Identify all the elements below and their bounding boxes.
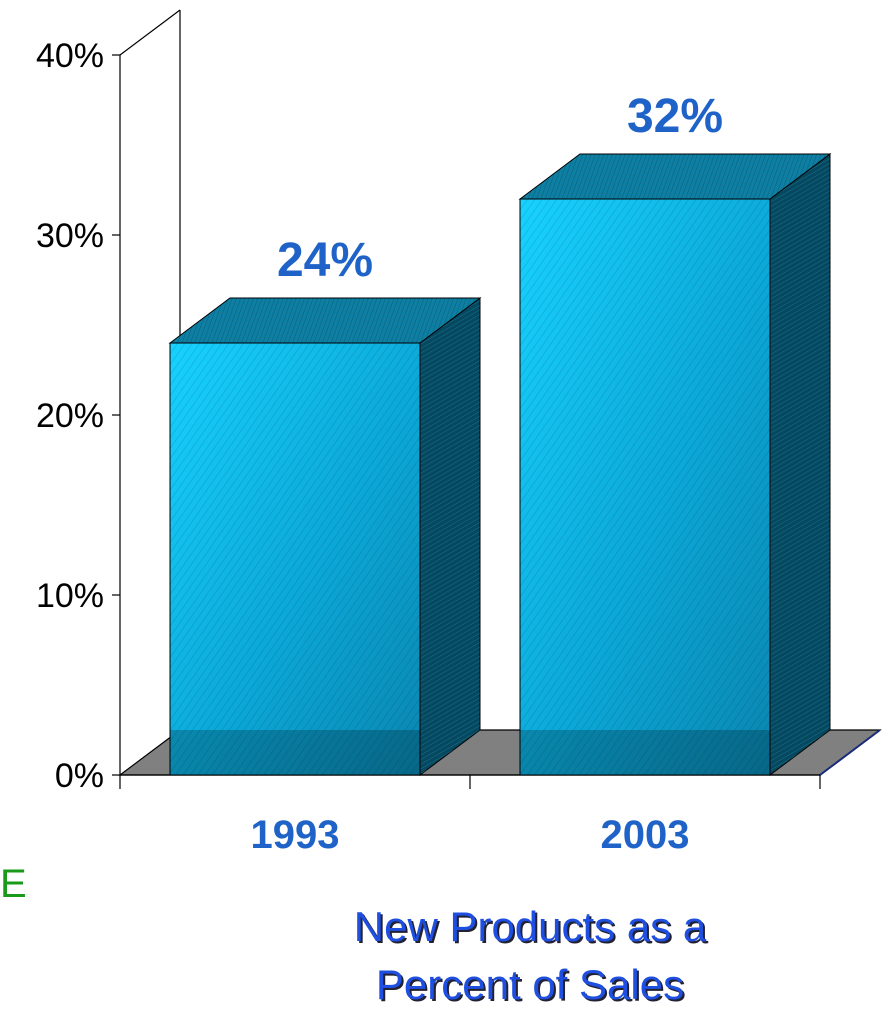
caption-line-2: Percent of Sales: [375, 961, 685, 1008]
bars: [168, 153, 832, 776]
bar-side-texture: [420, 298, 480, 775]
bar-front-texture: [520, 199, 770, 775]
bar-top-texture: [170, 298, 480, 343]
caption-line-1: New Products as a: [353, 903, 707, 950]
bar-labels: 24% 1993 32% 2003: [251, 90, 724, 857]
x-tick-label-2003: 2003: [601, 813, 690, 857]
y-tick-label: 0%: [55, 757, 104, 795]
bar-2003: [518, 153, 832, 776]
bar-floor-band: [170, 730, 420, 775]
x-tick-label-1993: 1993: [251, 813, 340, 857]
bar-front-texture: [170, 343, 420, 775]
data-label-1993: 24%: [277, 234, 373, 287]
y-tick-label: 40%: [36, 37, 104, 75]
y-tick-label: 20%: [36, 397, 104, 435]
y-tick-label: 30%: [36, 217, 104, 255]
edge-mark: E: [0, 862, 27, 906]
y-tick-label: 10%: [36, 577, 104, 615]
side-wall-top-edge: [119, 9, 181, 56]
y-axis-ticks: 0% 10% 20% 30% 40%: [36, 37, 821, 795]
bar-floor-band: [520, 730, 770, 775]
bar-1993: [168, 297, 482, 776]
bar-top-texture: [520, 154, 830, 199]
bar-side-texture: [770, 154, 830, 775]
floor-front-edge: [819, 729, 881, 776]
chart-caption: New Products as a Percent of Sales: [230, 898, 830, 1014]
data-label-2003: 32%: [627, 90, 723, 143]
